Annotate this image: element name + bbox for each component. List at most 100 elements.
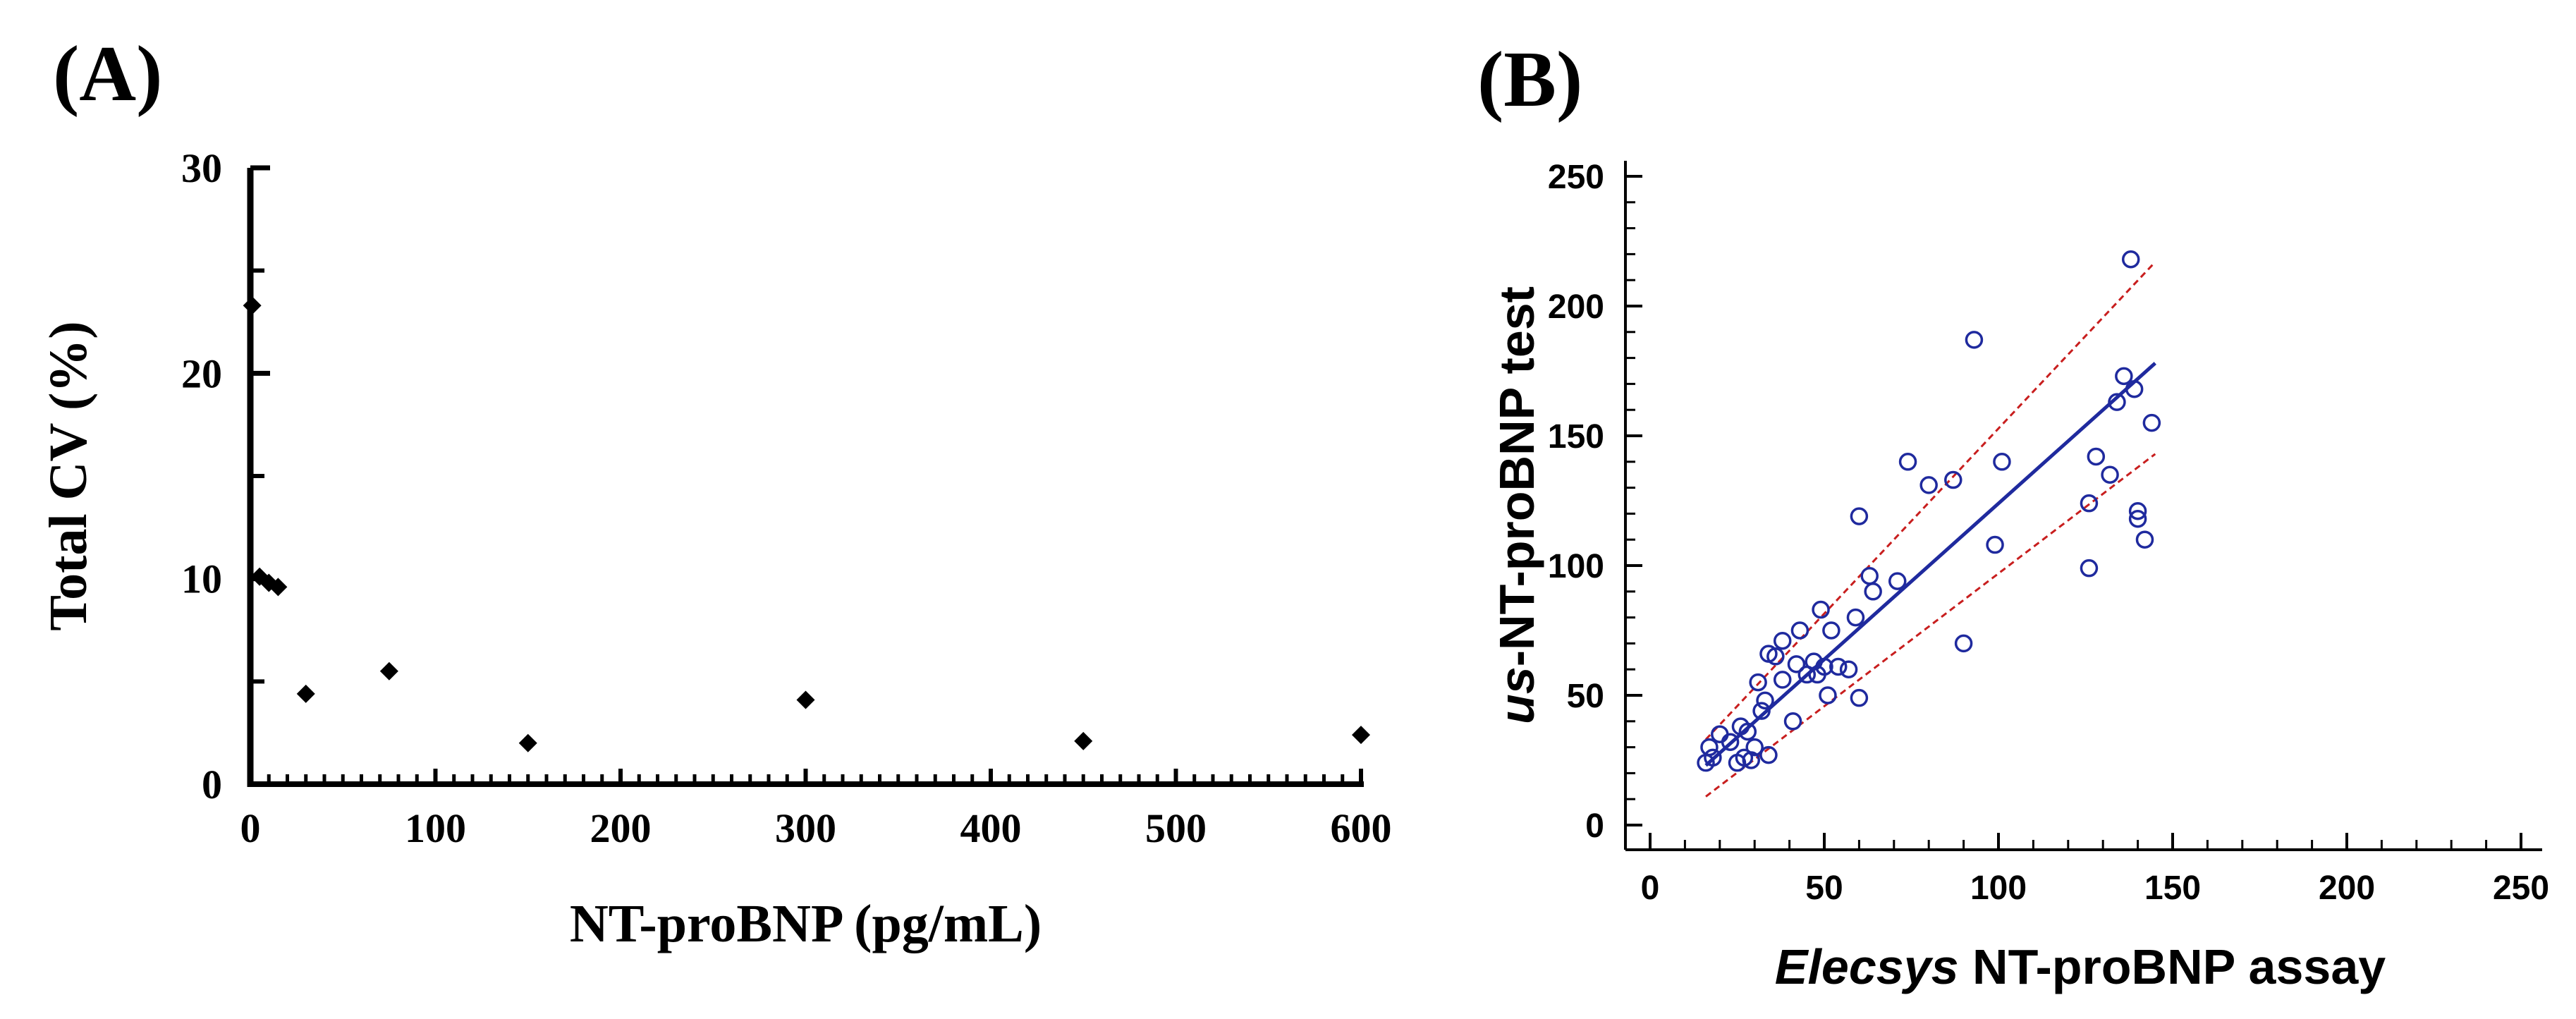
chart-b-point (1812, 600, 1830, 619)
chart-b-point (2121, 250, 2140, 269)
chart-a-y-tick-label: 0 (202, 762, 222, 807)
chart-a-points (243, 296, 1370, 752)
chart-b-point (1986, 535, 2004, 554)
chart-b-y-label-rest: -NT-proBNP test (1489, 286, 1544, 666)
chart-b-point (1850, 507, 1869, 525)
chart-b-point (2142, 413, 2161, 432)
chart-b-point (1860, 566, 1879, 585)
chart-b-point (1773, 631, 1792, 650)
chart-a-x-tick-label: 0 (240, 805, 261, 851)
chart-b-point (1829, 657, 1848, 676)
chart-b-point (1773, 671, 1792, 689)
chart-b-x-tick-label: 150 (2144, 869, 2201, 907)
chart-b-point (1846, 608, 1865, 627)
chart-b-y-tick-label: 250 (1548, 159, 1604, 196)
chart-b-point (2125, 380, 2144, 398)
chart-b-point (1787, 655, 1806, 673)
chart-b-point (1752, 702, 1771, 720)
chart-b-x-label-rest: NT-proBNP assay (1959, 939, 2386, 994)
chart-b-point (1711, 725, 1729, 743)
chart-b: (B) 0 50 100 150 200 250 0 50 100 150 200 250 Elecs… (1477, 36, 2549, 994)
chart-b-point (2101, 465, 2119, 484)
chart-b-y-tick-label: 150 (1548, 418, 1604, 456)
chart-b-point (1766, 647, 1785, 666)
chart-b-point (2080, 559, 2099, 578)
chart-a-x-tick-label: 300 (775, 805, 836, 851)
chart-b-point (1954, 634, 1973, 653)
chart-b-point (2128, 510, 2147, 528)
chart-b-point (1993, 453, 2011, 471)
chart-a-x-tick-label: 200 (590, 805, 652, 851)
chart-a-point (379, 661, 398, 681)
chart-b-y-tick-label: 100 (1548, 548, 1604, 585)
chart-b-points (1697, 250, 2161, 772)
chart-b-point (1745, 738, 1764, 757)
chart-b-point (1944, 470, 1962, 489)
panel-b-letter: (B) (1477, 36, 1582, 123)
chart-b-x-tick-label: 0 (1641, 869, 1660, 907)
chart-b-point (1759, 745, 1778, 764)
chart-a-point (243, 296, 262, 315)
chart-a-x-tick-label: 600 (1331, 805, 1392, 851)
chart-b-point (2080, 494, 2099, 513)
chart-a-point (269, 578, 288, 597)
chart-b-x-tick-label: 100 (1970, 869, 2027, 907)
chart-b-x-label-italic: Elecsys (1775, 939, 1959, 994)
chart-b-regression-line (1704, 362, 2156, 767)
chart-b-x-tick-label: 250 (2493, 869, 2549, 907)
chart-b-point (1738, 722, 1757, 741)
chart-b-point (1815, 657, 1833, 676)
chart-a-point (1074, 731, 1093, 750)
chart-b-upper-band (1704, 261, 2156, 740)
chart-b-point (1965, 331, 1984, 349)
chart-b-point (2128, 501, 2147, 520)
chart-b-y-tick-label: 200 (1548, 288, 1604, 326)
chart-b-y-label-italic: us (1489, 666, 1544, 724)
chart-a-x-label: NT-proBNP (pg/mL) (570, 894, 1042, 953)
chart-a-point (296, 684, 315, 703)
chart-b-point (2115, 367, 2133, 386)
chart-b-point (1704, 748, 1722, 767)
chart-a-y-label: Total CV (%) (39, 321, 98, 630)
chart-a-x-tick-label: 400 (960, 805, 1022, 851)
chart-b-point (1742, 751, 1761, 769)
chart-b-lines (1704, 261, 2156, 798)
chart-b-x-tick-label: 200 (2319, 869, 2375, 907)
chart-b-ticks: 0 50 100 150 200 250 0 50 100 150 200 250 (1548, 159, 2549, 907)
chart-b-point (1919, 476, 1938, 494)
chart-a-point (518, 733, 537, 752)
chart-a-point (1352, 726, 1370, 745)
chart-b-point (1700, 738, 1719, 757)
chart-b-point (2087, 447, 2106, 466)
chart-b-point (1864, 582, 1882, 601)
chart-b-y-label: us-NT-proBNP test (1489, 286, 1544, 724)
chart-b-point (1839, 660, 1858, 678)
chart-b-point (2108, 393, 2126, 411)
chart-b-point (1822, 621, 1841, 640)
chart-b-point (1898, 453, 1917, 471)
chart-a: (A) 0 100 200 300 400 500 600 0 10 20 30 NT-proBNP… (39, 30, 1392, 953)
chart-b-point (1783, 712, 1802, 731)
chart-b-point (1749, 673, 1767, 692)
chart-b-point (1756, 691, 1774, 710)
chart-a-x-tick-label: 100 (405, 805, 466, 851)
chart-b-point (1819, 686, 1837, 704)
chart-b-y-tick-label: 0 (1585, 807, 1604, 845)
chart-b-lower-band (1705, 453, 2156, 798)
chart-a-y-tick-label: 10 (181, 556, 222, 602)
chart-b-point (1805, 652, 1823, 671)
chart-b-point (1790, 621, 1809, 640)
chart-b-point (2135, 530, 2154, 549)
chart-a-y-tick-label: 20 (181, 350, 222, 396)
chart-a-y-tick-label: 30 (181, 145, 222, 191)
chart-b-point (1850, 688, 1869, 707)
chart-b-x-tick-label: 50 (1805, 869, 1843, 907)
chart-b-point (1888, 572, 1907, 590)
chart-b-point (1721, 733, 1740, 751)
chart-b-x-label: Elecsys NT-proBNP assay (1775, 939, 2386, 994)
chart-a-x-tick-label: 500 (1145, 805, 1207, 851)
chart-a-ticks: 0 100 200 300 400 500 600 0 10 20 30 (181, 145, 1392, 851)
chart-a-point (796, 690, 815, 709)
chart-b-y-tick-label: 50 (1567, 678, 1604, 715)
